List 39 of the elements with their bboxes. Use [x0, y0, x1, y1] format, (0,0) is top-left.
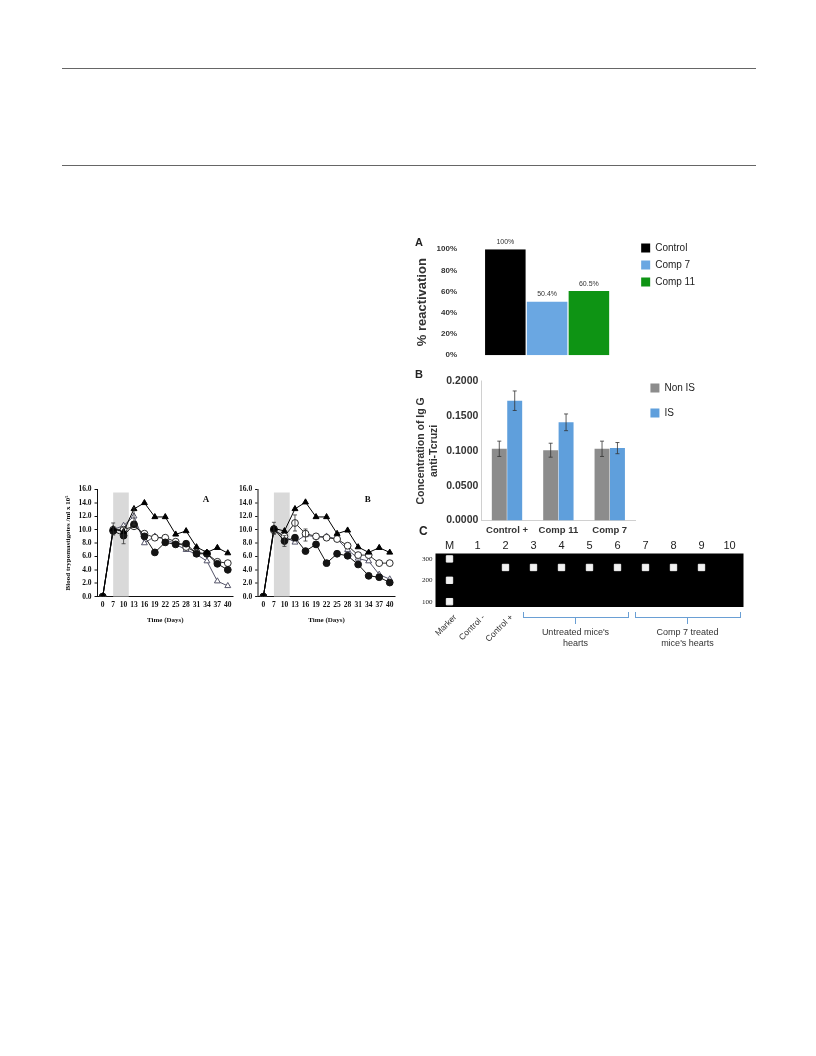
x-tick-label: Comp 7 — [592, 523, 628, 535]
x-tick-label: 6 — [614, 539, 621, 552]
y-tick-label: 60% — [441, 286, 458, 296]
chart-title: C — [419, 523, 428, 538]
legend-label: Comp 11 — [655, 275, 696, 287]
y-tick-label: 0.2000 — [446, 374, 479, 387]
x-tick-label: 10 — [723, 539, 736, 552]
chart-title: B — [415, 367, 423, 380]
y-axis-title: % reactivation — [414, 258, 430, 347]
y-axis-title: Concentration of Ig G anti-Tcruzi — [414, 397, 439, 505]
legend-label: IS — [664, 406, 675, 418]
y-tick-label: 0.0000 — [446, 513, 479, 526]
x-tick-label: 5 — [586, 539, 593, 552]
y-tick-label: 40% — [441, 308, 458, 317]
text: Untreated mice's hearts — [540, 627, 611, 649]
text: A — [202, 493, 210, 504]
legend-label: Control — [655, 241, 688, 253]
y-tick-label: 0.1000 — [446, 443, 479, 456]
x-tick-label: 2 — [502, 539, 509, 552]
y-tick-label: 80% — [441, 265, 458, 275]
x-tick-label: 3 — [530, 539, 537, 552]
y-tick-label: 100% — [436, 244, 458, 254]
legend-label: Non IS — [664, 381, 696, 393]
y-tick-label: 20% — [441, 329, 458, 339]
x-tick-label: 7 — [642, 539, 649, 552]
text: Comp 7 treated mice's hearts — [655, 627, 720, 649]
x-tick-label: Comp 11 — [538, 523, 579, 535]
y-tick-label: 0.0500 — [446, 478, 479, 491]
x-tick-label: 8 — [670, 539, 677, 552]
x-tick-label: Control + — [486, 523, 529, 535]
chart-title: A — [415, 235, 423, 248]
legend-label: Comp 7 — [655, 258, 691, 270]
y-tick-label: 0% — [445, 350, 458, 360]
text: B — [364, 493, 371, 504]
x-tick-label: 1 — [474, 539, 481, 552]
y-tick-label: 0.1500 — [446, 408, 479, 421]
x-tick-label: M — [444, 539, 455, 552]
x-tick-label: 9 — [698, 539, 705, 552]
x-tick-label: 4 — [558, 539, 565, 552]
